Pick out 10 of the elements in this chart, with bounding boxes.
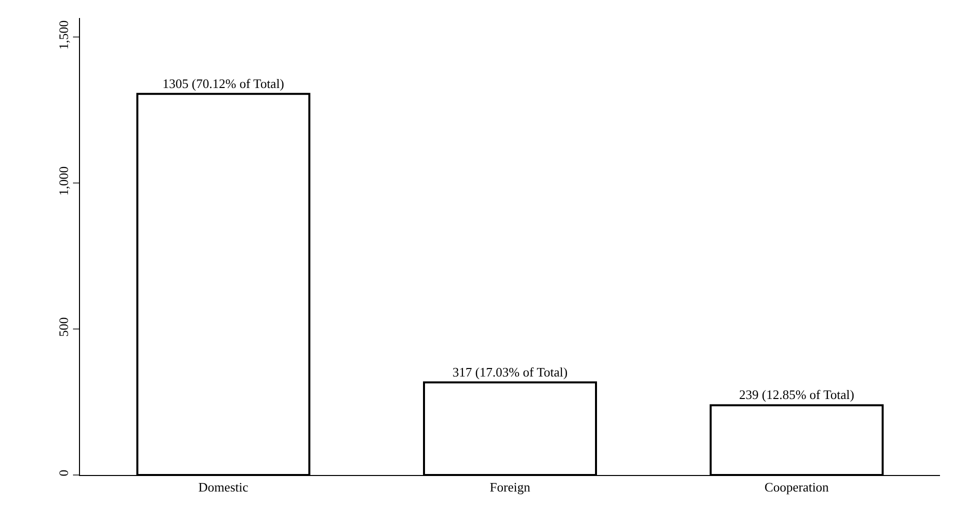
x-tick-label: Cooperation	[764, 480, 830, 495]
data-label: 1305 (70.12% of Total)	[162, 76, 284, 91]
y-tick-label: 0	[56, 470, 71, 476]
data-label: 317 (17.03% of Total)	[452, 364, 568, 380]
x-tick-label: Foreign	[490, 480, 531, 495]
y-tick-label: 500	[56, 317, 71, 337]
data-label: 239 (12.85% of Total)	[739, 387, 854, 402]
x-tick-label: Domestic	[198, 480, 248, 495]
y-tick-label: 1,500	[56, 20, 71, 50]
y-tick-label: 1,000	[56, 166, 71, 196]
